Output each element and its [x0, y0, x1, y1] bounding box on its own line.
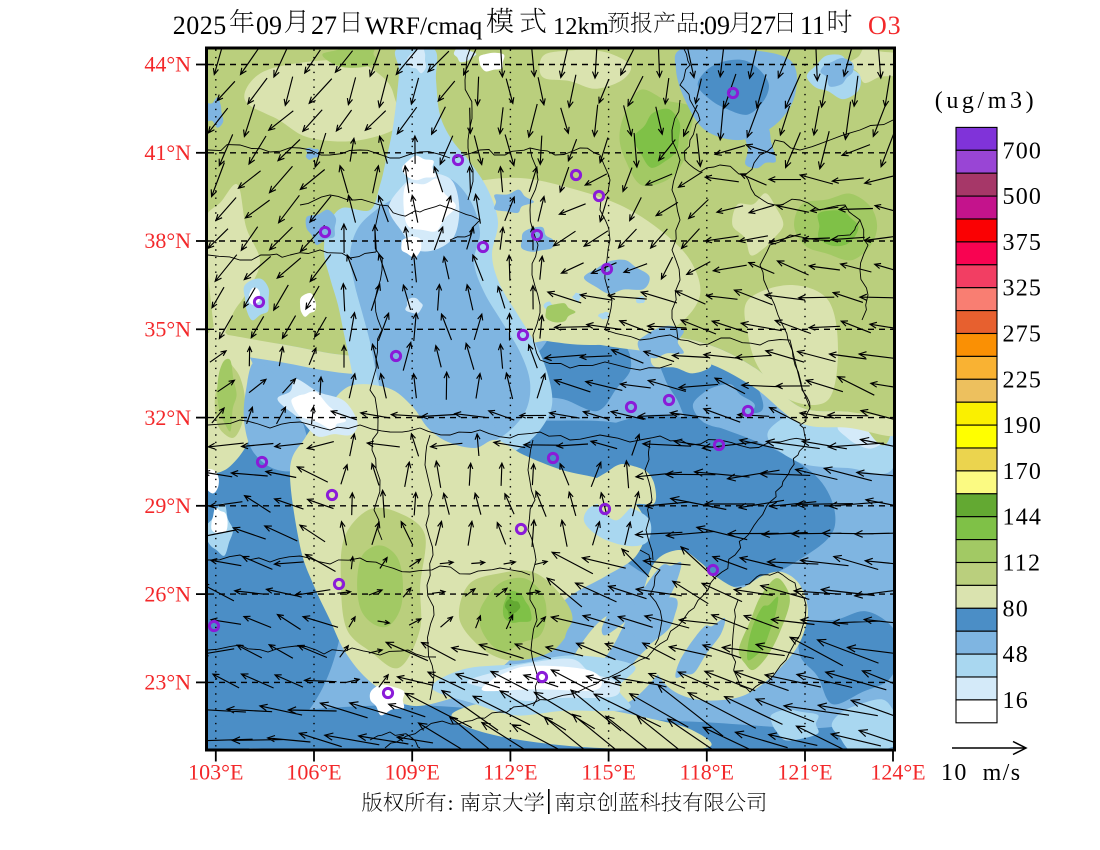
svg-text:2025: 2025 [173, 11, 227, 40]
svg-text:106°E: 106°E [286, 760, 341, 785]
svg-text:38°N: 38°N [144, 228, 191, 253]
svg-text:112: 112 [1003, 551, 1042, 577]
svg-text:144: 144 [1003, 505, 1043, 531]
svg-text:41°N: 41°N [144, 140, 191, 165]
svg-text:11: 11 [800, 11, 825, 40]
svg-text:09: 09 [704, 11, 730, 40]
svg-text:27: 27 [750, 11, 776, 40]
svg-text:275: 275 [1003, 322, 1043, 348]
svg-text:10 m/s: 10 m/s [941, 760, 1021, 786]
svg-text:375: 375 [1003, 230, 1043, 256]
svg-text:170: 170 [1003, 459, 1043, 485]
svg-text:32°N: 32°N [144, 405, 191, 430]
svg-text:44°N: 44°N [144, 52, 191, 77]
svg-text:23°N: 23°N [144, 670, 191, 695]
svg-text:29°N: 29°N [144, 493, 191, 518]
svg-text:109°E: 109°E [385, 760, 440, 785]
svg-text:O3: O3 [868, 11, 901, 40]
svg-text:115°E: 115°E [581, 760, 635, 785]
svg-text:16: 16 [1003, 688, 1029, 714]
svg-text:700: 700 [1003, 138, 1043, 164]
svg-text:WRF/cmaq: WRF/cmaq [365, 11, 483, 40]
svg-text:124°E: 124°E [870, 760, 925, 785]
svg-text:35°N: 35°N [144, 317, 191, 342]
svg-text:27: 27 [311, 11, 337, 40]
svg-text:325: 325 [1003, 276, 1043, 302]
svg-text:225: 225 [1003, 367, 1043, 393]
svg-text:112°E: 112°E [483, 760, 537, 785]
svg-text:48: 48 [1003, 642, 1029, 668]
svg-text:121°E: 121°E [777, 760, 832, 785]
svg-text::: : [699, 11, 706, 40]
svg-text:190: 190 [1003, 413, 1043, 439]
svg-text:(ug/m3): (ug/m3) [935, 88, 1038, 114]
svg-text:103°E: 103°E [188, 760, 243, 785]
svg-text:500: 500 [1003, 184, 1043, 210]
svg-text:09: 09 [256, 11, 282, 40]
svg-text::: : [448, 791, 454, 815]
svg-text:118°E: 118°E [680, 760, 734, 785]
svg-text:12km: 12km [553, 13, 609, 40]
svg-text:26°N: 26°N [144, 581, 191, 606]
svg-text:80: 80 [1003, 596, 1029, 622]
